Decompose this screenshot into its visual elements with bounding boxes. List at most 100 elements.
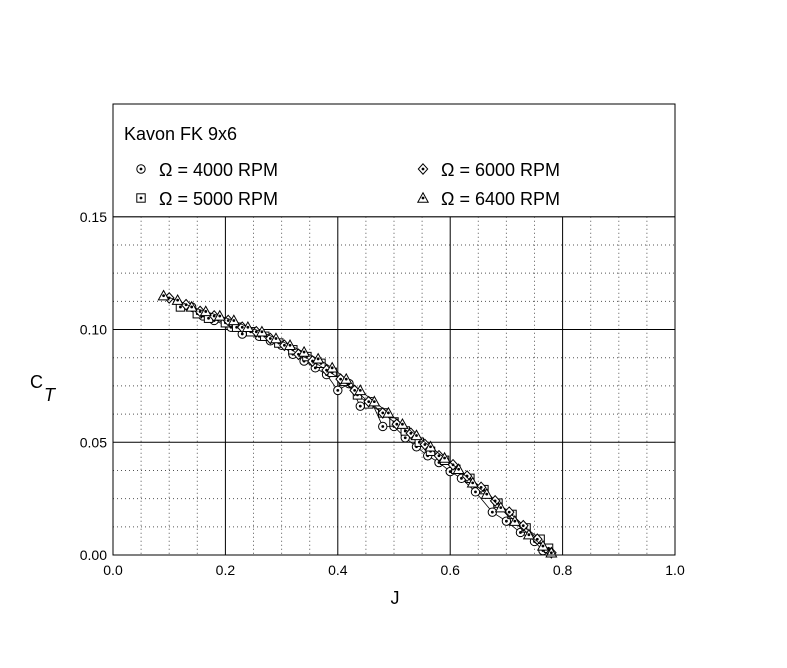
data-point — [185, 300, 198, 312]
legend-entry: Ω = 6000 RPM — [441, 160, 560, 180]
marker-center-dot — [232, 319, 236, 322]
marker-center-dot — [235, 325, 239, 329]
marker-center-dot — [288, 343, 292, 347]
marker-center-dot — [316, 357, 320, 361]
marker-center-dot — [162, 294, 165, 298]
marker-center-dot — [381, 411, 385, 415]
data-point — [283, 339, 297, 350]
marker-center-dot — [313, 366, 317, 370]
data-point — [536, 539, 549, 551]
x-axis-label: J — [391, 588, 400, 608]
marker-center-dot — [521, 524, 525, 528]
marker-center-dot — [139, 196, 143, 200]
series-3 — [163, 291, 557, 559]
data-point — [466, 476, 479, 488]
marker-center-dot — [226, 319, 230, 322]
data-point — [255, 325, 268, 337]
marker-center-dot — [443, 456, 446, 460]
marker-center-dot — [541, 544, 545, 548]
marker-center-dot — [513, 519, 517, 523]
marker-center-dot — [190, 305, 194, 309]
data-point — [480, 487, 493, 499]
marker-center-dot — [367, 400, 371, 404]
marker-center-dot — [457, 467, 461, 471]
marker-center-dot — [409, 431, 413, 435]
marker-center-dot — [519, 531, 522, 534]
marker-center-dot — [240, 325, 244, 329]
marker-center-dot — [490, 510, 494, 514]
marker-center-dot — [505, 519, 508, 523]
data-point — [340, 372, 353, 384]
marker-center-dot — [218, 314, 222, 318]
data-point — [269, 332, 283, 344]
data-point — [354, 384, 367, 396]
y-tick-label: 0.10 — [80, 322, 107, 338]
marker-center-dot — [448, 470, 452, 473]
marker-center-dot — [386, 411, 390, 415]
marker-center-dot — [283, 343, 286, 347]
marker-center-dot — [417, 440, 421, 444]
marker-center-dot — [507, 510, 511, 514]
marker-center-dot — [204, 310, 208, 313]
marker-center-dot — [372, 400, 376, 404]
marker-center-dot — [254, 330, 258, 334]
legend-box — [112, 103, 676, 218]
marker-center-dot — [549, 551, 553, 555]
marker-center-dot — [179, 305, 182, 309]
marker-center-dot — [274, 337, 278, 340]
data-point — [494, 501, 507, 513]
marker-center-dot — [485, 492, 489, 496]
plot-frame — [112, 103, 676, 556]
marker-center-dot — [423, 443, 427, 446]
marker-center-dot — [401, 422, 404, 426]
data-point — [326, 361, 339, 373]
marker-center-dot — [229, 325, 233, 329]
marker-center-dot — [358, 404, 362, 408]
data-point — [157, 289, 170, 301]
x-tick-label: 0.8 — [553, 562, 573, 578]
marker-center-dot — [212, 314, 216, 318]
y-axis-label: C — [30, 372, 43, 392]
x-tick-label: 0.6 — [440, 562, 460, 578]
x-tick-label: 0.0 — [103, 562, 123, 578]
marker-center-dot — [381, 425, 385, 428]
series-1 — [186, 302, 548, 556]
data-point — [475, 481, 487, 494]
legend-entry: Ω = 6400 RPM — [441, 189, 560, 209]
marker-center-dot — [474, 490, 477, 494]
marker-center-dot — [268, 337, 272, 340]
marker-center-dot — [246, 325, 250, 329]
legend-title: Kavon FK 9x6 — [124, 124, 237, 144]
data-point — [241, 321, 254, 332]
data-point — [452, 463, 465, 475]
marker-center-dot — [460, 476, 463, 480]
data-point — [531, 533, 543, 546]
data-point — [171, 293, 184, 305]
marker-center-dot — [471, 481, 475, 485]
data-point — [378, 421, 388, 432]
data-point — [312, 352, 325, 364]
data-point — [424, 440, 437, 452]
marker-center-dot — [207, 316, 210, 320]
data-point — [368, 395, 381, 407]
data-point — [410, 429, 423, 441]
data-point — [517, 519, 529, 532]
data-point — [438, 451, 451, 463]
legend-marker — [136, 164, 146, 174]
marker-center-dot — [302, 350, 306, 354]
data-point — [199, 305, 212, 317]
data-point — [298, 345, 311, 357]
marker-center-dot — [429, 445, 432, 449]
marker-center-dot — [395, 422, 399, 426]
data-point — [396, 417, 409, 429]
marker-center-dot — [535, 537, 539, 541]
data-point — [522, 528, 535, 540]
y-tick-label: 0.15 — [80, 209, 107, 225]
axis-layer: 0.0 0.2 0.4 0.6 0.8 1.0 0.00 0.05 0.10 0.15 — [80, 103, 685, 578]
marker-center-dot — [344, 377, 348, 381]
marker-center-dot — [421, 167, 425, 171]
marker-center-dot — [499, 506, 503, 510]
marker-center-dot — [198, 310, 202, 313]
marker-center-dot — [330, 366, 334, 370]
